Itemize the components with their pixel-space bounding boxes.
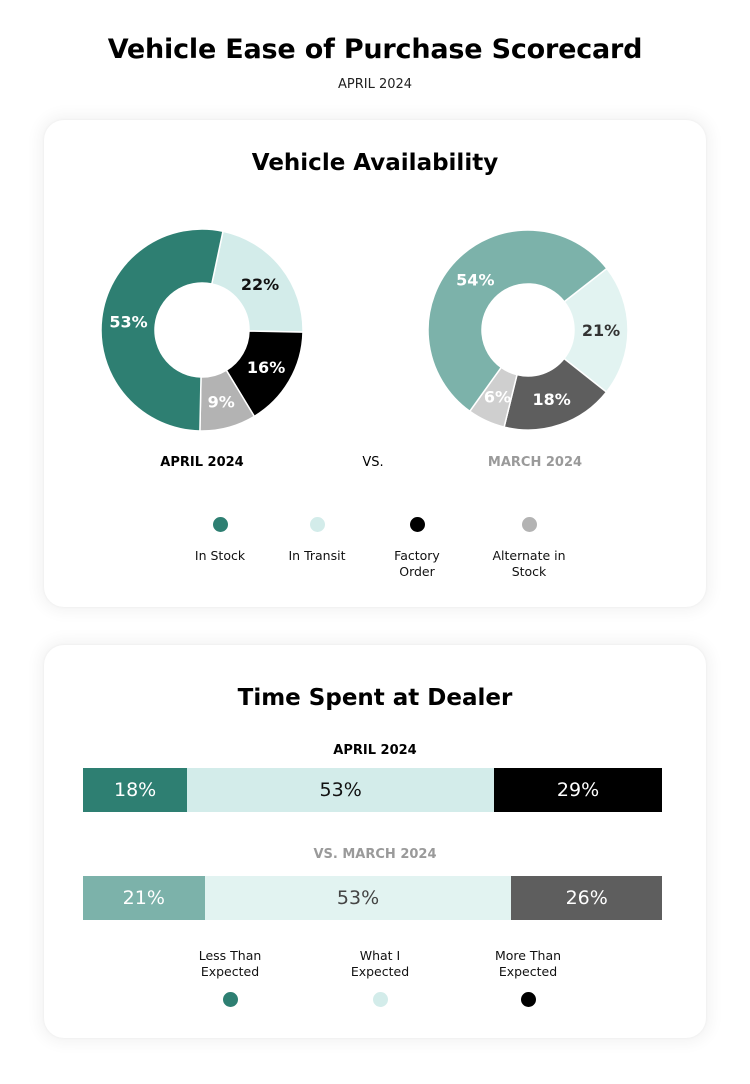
legend-dot-icon — [372, 992, 388, 1007]
legend-item-in-transit: In Transit — [257, 517, 377, 564]
bar-segment-what-i-expected: 53% — [204, 876, 512, 920]
march-bar-heading: VS. MARCH 2024 — [313, 847, 437, 862]
page-title: Vehicle Ease of Purchase Scorecard — [107, 34, 643, 65]
legend-item-more-than-expected: More Than Expected — [488, 948, 568, 1007]
legend-dot-icon — [309, 517, 325, 532]
march-donut-chart: 21% 18% 6% 54% — [427, 229, 629, 431]
time-at-dealer-title: Time Spent at Dealer — [237, 685, 513, 711]
legend-item-less-than-expected: Less Than Expected — [190, 948, 270, 1007]
legend-dot-icon — [222, 992, 238, 1007]
legend-item-factory-order: Factory Order — [387, 517, 447, 580]
april-pie-label: APRIL 2024 — [160, 455, 244, 470]
legend-label: What I Expected — [350, 948, 410, 979]
availability-donut-charts: 22% 16% 9% 53% 21% 18% 6% 54% — [100, 228, 629, 432]
donut-slice-in-stock — [427, 229, 608, 413]
donut-slice-label: 21% — [582, 321, 620, 340]
donut-slice-label: 53% — [109, 312, 147, 331]
legend-label: In Stock — [194, 548, 246, 563]
donut-slice-label: 9% — [208, 392, 235, 411]
legend-label: In Transit — [288, 548, 346, 563]
legend-dot-icon — [521, 517, 537, 532]
legend-dot-icon — [212, 517, 228, 532]
donut-slice-in-stock — [100, 228, 224, 432]
donut-slice-label: 16% — [247, 358, 285, 377]
legend-dot-icon — [409, 517, 425, 532]
legend-item-alternate-in-stock: Alternate in Stock — [484, 517, 574, 580]
legend-label: Factory Order — [394, 548, 440, 579]
donut-slice-label: 54% — [456, 270, 494, 289]
bar-segment-what-i-expected: 53% — [187, 768, 495, 812]
bar-segment-more-than-expected: 26% — [511, 876, 662, 920]
legend-label: Alternate in Stock — [492, 548, 566, 579]
vehicle-availability-card: Vehicle Availability 22% 16% 9% 53% 21% 18% 6%… — [44, 120, 706, 607]
donut-slice-in-transit — [563, 267, 629, 394]
bar-segment-less-than-expected: 18% — [83, 768, 188, 812]
march-stacked-bar: 21% 53% 26% — [83, 876, 662, 920]
april-donut-chart: 22% 16% 9% 53% — [100, 228, 304, 432]
april-stacked-bar: 18% 53% 29% — [83, 768, 662, 812]
bar-segment-more-than-expected: 29% — [494, 768, 662, 812]
bar-segment-less-than-expected: 21% — [83, 876, 205, 920]
legend-label: Less Than Expected — [198, 948, 262, 979]
legend-item-what-i-expected: What I Expected — [340, 948, 420, 1007]
vehicle-availability-title: Vehicle Availability — [251, 150, 499, 176]
donut-slice-in-transit — [210, 230, 304, 333]
legend-label: More Than Expected — [494, 948, 562, 979]
vs-label: VS. — [362, 455, 384, 470]
page-subtitle: APRIL 2024 — [337, 77, 413, 92]
legend-item-in-stock: In Stock — [160, 517, 280, 564]
march-pie-label: MARCH 2024 — [487, 455, 583, 470]
legend-dot-icon — [520, 992, 536, 1007]
april-bar-heading: APRIL 2024 — [333, 743, 417, 758]
donut-slice-label: 18% — [533, 390, 571, 409]
donut-slice-label: 6% — [484, 387, 511, 406]
time-at-dealer-card: Time Spent at Dealer APRIL 2024 18% 53% 29… — [44, 645, 706, 1038]
donut-slice-label: 22% — [241, 275, 279, 294]
